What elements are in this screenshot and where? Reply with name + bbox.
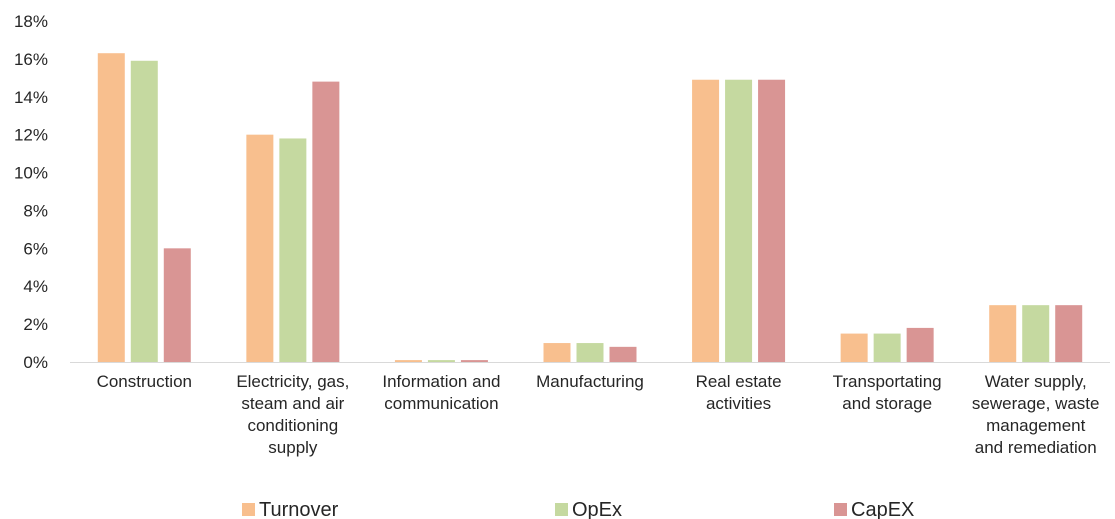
bar-turnover [394, 360, 422, 362]
x-category-label: steam and air [241, 394, 344, 413]
x-category-label: Transportating [833, 372, 942, 391]
bar-turnover [246, 134, 274, 362]
x-category-label: Electricity, gas, [236, 372, 349, 391]
y-axis: 0% 2% 4% 6% 8% 10% 12% 14% 16% 18% [14, 12, 48, 372]
legend: Turnover OpEx CapEX [242, 499, 914, 519]
bar-opex [1022, 305, 1050, 362]
x-category-label: Water supply, [985, 372, 1087, 391]
x-category-label: Manufacturing [536, 372, 644, 391]
x-category-label: management [986, 416, 1086, 435]
bar-capex [758, 79, 786, 362]
bar-opex [576, 343, 604, 362]
bar-turnover [989, 305, 1017, 362]
bar-turnover [543, 343, 571, 362]
bar-capex [609, 346, 637, 362]
x-category-label: and remediation [975, 438, 1097, 457]
x-category-label: sewerage, waste [972, 394, 1100, 413]
bars [97, 53, 1083, 363]
legend-item-capex: CapEX [834, 499, 914, 519]
y-tick-label: 0% [23, 353, 48, 372]
x-category-label: communication [384, 394, 498, 413]
y-tick-label: 4% [23, 277, 48, 296]
x-category-label: Information and [382, 372, 500, 391]
bar-capex [906, 327, 934, 362]
legend-item-turnover: Turnover [242, 499, 339, 519]
x-category-label: supply [268, 438, 318, 457]
y-tick-label: 14% [14, 88, 48, 107]
bar-opex [427, 360, 455, 362]
bar-opex [725, 79, 753, 362]
y-tick-label: 6% [23, 239, 48, 258]
bar-turnover [97, 53, 125, 362]
legend-swatch [834, 503, 847, 516]
bar-opex [279, 138, 307, 362]
x-category-label: and storage [842, 394, 932, 413]
x-axis-labels: Construction Electricity, gas, steam and a… [97, 372, 1100, 457]
legend-label: CapEX [851, 499, 914, 519]
bar-turnover [692, 79, 720, 362]
y-tick-label: 2% [23, 315, 48, 334]
bar-capex [163, 248, 191, 362]
legend-label: OpEx [572, 499, 622, 519]
legend-swatch [555, 503, 568, 516]
y-tick-label: 16% [14, 50, 48, 69]
x-category-label: Construction [97, 372, 192, 391]
y-tick-label: 18% [14, 12, 48, 31]
y-tick-label: 12% [14, 126, 48, 145]
y-tick-label: 10% [14, 164, 48, 183]
bar-capex [1055, 305, 1083, 362]
y-tick-label: 8% [23, 201, 48, 220]
bar-capex [312, 81, 340, 362]
bar-opex [130, 60, 158, 363]
bar-opex [873, 333, 901, 362]
bar-capex [460, 360, 488, 362]
legend-swatch [242, 503, 255, 516]
bar-turnover [840, 333, 868, 362]
x-category-label: Real estate [696, 372, 782, 391]
legend-label: Turnover [259, 499, 339, 519]
x-category-label: conditioning [247, 416, 338, 435]
x-category-label: activities [706, 394, 771, 413]
legend-item-opex: OpEx [555, 499, 622, 519]
